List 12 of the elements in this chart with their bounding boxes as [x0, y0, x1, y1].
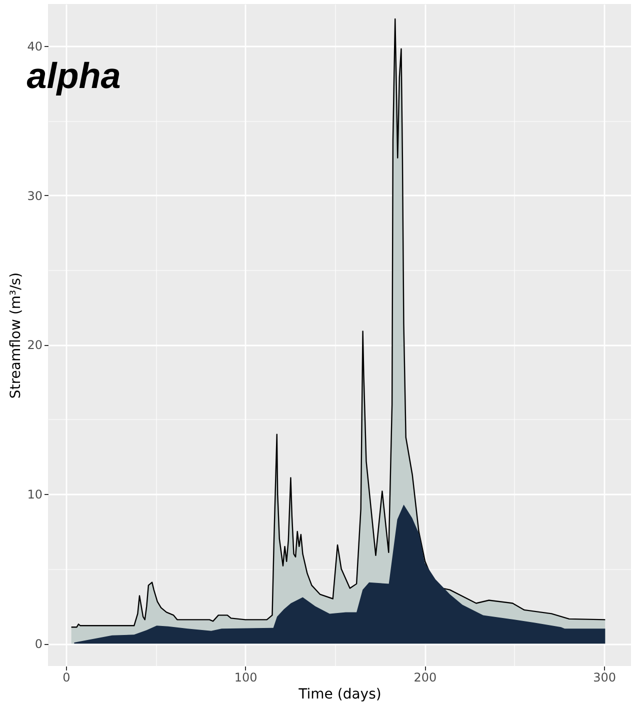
- x-tick-label: 200: [414, 670, 437, 684]
- x-tick-label: 300: [593, 670, 616, 684]
- y-tick-label: 40: [27, 39, 42, 54]
- y-tick-label: 20: [27, 338, 42, 352]
- x-axis-title: Time (days): [298, 686, 382, 702]
- y-tick-label: 0: [34, 637, 42, 652]
- text: alpha: [26, 55, 121, 96]
- y-axis-title: Streamflow (m³/s): [8, 272, 24, 399]
- y-tick-label: 10: [27, 488, 42, 502]
- y-tick-label: 30: [27, 188, 42, 203]
- x-tick-label: 0: [62, 670, 70, 684]
- x-tick-label: 100: [234, 670, 258, 684]
